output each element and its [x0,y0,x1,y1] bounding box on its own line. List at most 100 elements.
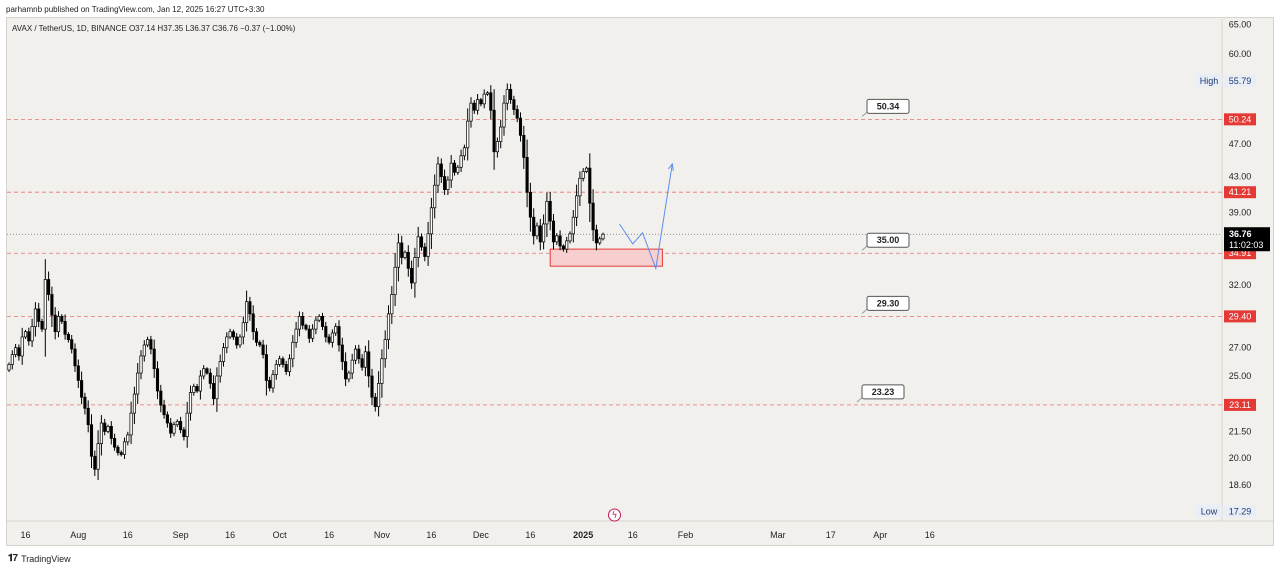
candle[interactable] [238,334,242,348]
candle[interactable] [449,154,453,188]
candle[interactable] [96,430,100,481]
candle[interactable] [155,361,160,400]
candle[interactable] [330,329,334,348]
candle[interactable] [30,318,34,347]
candle[interactable] [324,321,328,343]
candle[interactable] [591,189,595,242]
candle[interactable] [66,332,70,343]
candle[interactable] [380,349,384,398]
candle[interactable] [528,182,532,232]
candle[interactable] [452,159,457,176]
candle[interactable] [383,330,387,368]
candle[interactable] [495,137,499,158]
candle[interactable] [594,224,598,251]
candle[interactable] [416,226,420,268]
candle[interactable] [251,305,255,341]
candle[interactable] [601,232,605,241]
candle[interactable] [443,169,447,195]
candle[interactable] [581,168,585,182]
candle[interactable] [433,174,437,219]
candle[interactable] [456,165,460,175]
candle[interactable] [261,339,265,359]
candle[interactable] [518,112,523,142]
candle[interactable] [281,356,285,368]
event-lightning-icon[interactable]: ϟ [608,508,621,522]
candle[interactable] [476,93,480,115]
candle[interactable] [14,343,18,358]
candle[interactable] [353,345,358,365]
candle[interactable] [423,242,427,262]
candle[interactable] [350,353,354,380]
price-axis[interactable]: 65.00 60.00 47.00 43.00 39.00 32.00 27.00 25.00… [1196,20,1270,518]
candle[interactable] [340,337,344,371]
candle[interactable] [40,318,44,332]
candle[interactable] [360,354,364,371]
candle[interactable] [403,250,407,260]
candle[interactable] [565,236,569,253]
candle[interactable] [466,108,470,161]
candle[interactable] [545,192,549,238]
candle[interactable] [357,344,361,364]
candle[interactable] [215,367,219,412]
candle[interactable] [584,166,589,174]
candle[interactable] [367,340,371,388]
candle[interactable] [122,437,127,459]
candle[interactable] [489,85,493,120]
candle[interactable] [532,208,536,245]
candle[interactable] [472,100,476,114]
demand-zone[interactable] [549,248,663,267]
candle[interactable] [37,302,41,328]
candle[interactable] [515,105,519,123]
candle[interactable] [202,365,206,380]
candle[interactable] [152,339,156,378]
candle[interactable] [208,368,212,389]
candle[interactable] [429,197,433,249]
candle[interactable] [179,416,183,434]
candle[interactable] [76,359,80,388]
candle[interactable] [439,158,443,184]
candle[interactable] [271,369,275,393]
candle[interactable] [56,311,61,338]
candle[interactable] [43,259,47,357]
candle[interactable] [159,384,163,413]
candle[interactable] [426,221,430,266]
candle[interactable] [245,290,249,332]
candle[interactable] [538,218,542,251]
candle[interactable] [297,311,301,337]
candle[interactable] [320,312,325,331]
candle[interactable] [588,153,592,223]
candle[interactable] [469,97,473,128]
candle[interactable] [278,355,282,367]
candle[interactable] [60,314,64,324]
candle[interactable] [93,450,97,476]
candle[interactable] [301,312,305,330]
candle[interactable] [436,156,440,193]
footer-brand[interactable]: TradingView [21,553,71,564]
candle[interactable] [377,371,381,417]
candle[interactable] [568,231,572,244]
candle[interactable] [446,176,450,196]
candle[interactable] [53,307,57,340]
candle[interactable] [119,450,123,457]
candle[interactable] [274,359,278,380]
candle[interactable] [571,209,575,243]
price-callout[interactable]: 35.00 [861,232,910,251]
candle[interactable] [512,95,516,116]
candle[interactable] [106,424,110,434]
candle[interactable] [27,327,31,346]
candle[interactable] [578,171,582,206]
candle[interactable] [337,320,341,352]
candle[interactable] [268,376,272,392]
chart-frame[interactable] [6,17,1274,546]
candle[interactable] [347,370,351,383]
candle[interactable] [23,329,28,339]
candle[interactable] [311,324,315,343]
candle[interactable] [185,401,189,448]
candle[interactable] [7,362,11,372]
candle[interactable] [406,245,410,277]
candle[interactable] [254,328,259,347]
candle[interactable] [314,316,318,335]
candle[interactable] [80,371,84,405]
candle[interactable] [413,247,417,298]
candle[interactable] [162,399,166,419]
